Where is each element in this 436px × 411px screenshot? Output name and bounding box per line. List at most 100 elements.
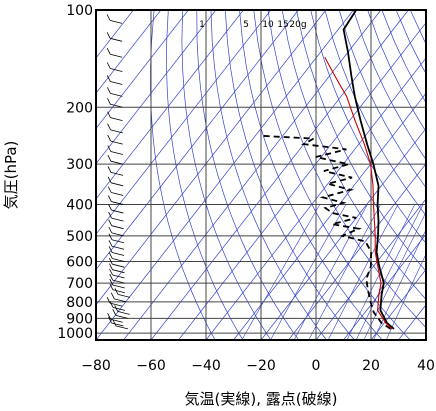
mixing-ratio-label: 20g <box>289 20 306 30</box>
isotherm-line <box>150 10 409 340</box>
wind-barb-flag <box>109 278 114 286</box>
wind-barb <box>106 62 123 72</box>
isotherm-line <box>425 339 426 340</box>
wind-barb-shaft <box>117 311 130 315</box>
mixing-ratio-label: 5 <box>243 20 249 30</box>
wind-barb <box>108 219 124 230</box>
isotherm-line <box>96 10 189 130</box>
wind-barb-flag <box>108 240 113 247</box>
wind-barb-shaft <box>111 232 124 237</box>
wind-barb <box>106 48 123 58</box>
x-axis-title: 気温(実線), 露点(破線) <box>185 390 338 408</box>
wind-barb-flag <box>107 155 112 162</box>
wind-barb <box>106 32 123 42</box>
mixing-ratio-line <box>308 204 381 340</box>
wind-barb-shaft <box>110 53 123 58</box>
dry-adiabat-line <box>196 10 299 340</box>
isotherm-line <box>233 92 426 340</box>
wind-barb-flag <box>109 301 114 308</box>
wind-barb-flag <box>108 219 113 226</box>
wind-barb <box>109 268 125 279</box>
wind-barb <box>107 145 123 155</box>
dry-adiabat-line <box>296 10 426 272</box>
wind-barb-flag <box>107 195 112 202</box>
temperature-tick-label: −20 <box>246 358 276 374</box>
wind-barb <box>114 288 131 298</box>
wind-barb-flag <box>107 134 112 142</box>
isotherm-line <box>178 22 426 340</box>
isotherm-line <box>205 57 426 340</box>
wind-barb <box>112 319 129 330</box>
pressure-tick-label: 400 <box>66 198 93 214</box>
wind-barb <box>106 14 123 24</box>
wind-barb-flag <box>112 319 117 327</box>
temperature-tick-label: 0 <box>312 358 321 374</box>
isotherm-line <box>370 268 426 340</box>
wind-barb-shaft <box>112 263 125 268</box>
dry-adiabat-line <box>395 10 426 75</box>
wind-barb-shaft <box>112 274 125 279</box>
dry-adiabat-line <box>281 10 426 300</box>
wind-barb <box>109 273 125 284</box>
dry-adiabat-line <box>181 10 272 340</box>
pressure-tick-label: 800 <box>66 295 93 311</box>
wind-barb-flag <box>108 258 113 265</box>
wind-barb <box>106 75 123 85</box>
wind-barb-shaft <box>112 252 125 256</box>
wind-barb-shaft <box>112 279 125 284</box>
wind-barb-flag <box>106 32 111 39</box>
temperature-axis: −80 −60 −40 −20 0 20 40 <box>81 358 435 374</box>
wind-barb-flag <box>109 268 113 276</box>
isotherm-line <box>123 10 382 340</box>
wind-barb-shaft <box>112 284 125 289</box>
wind-barb <box>107 98 123 108</box>
temperature-tick-label: 40 <box>417 358 435 374</box>
wind-barb-flag <box>108 226 113 234</box>
wind-barb-shaft <box>110 160 123 165</box>
mixing-ratio-line <box>241 204 321 340</box>
dry-adiabat-line <box>210 10 327 340</box>
wind-barb-flag <box>109 283 114 290</box>
temperature-observed-line <box>342 10 395 330</box>
y-axis-title: 気圧(hPa) <box>2 141 20 210</box>
dry-adiabat-line <box>224 10 355 340</box>
isotherm-line <box>96 10 217 165</box>
wind-barb <box>108 211 124 222</box>
isotherm-line <box>96 10 327 306</box>
mixing-ratio-label: 15 <box>277 20 288 30</box>
wind-barb-shaft <box>110 318 123 323</box>
wind-barb-shaft <box>110 37 123 42</box>
profile-series <box>260 10 395 330</box>
dry-adiabat-line <box>150 10 216 340</box>
wind-barb-shaft <box>115 314 128 319</box>
mixing-ratio-labels: 1 5 10 15 20g <box>199 20 306 30</box>
wind-barb-flag <box>107 98 111 105</box>
mixing-ratio-label: 1 <box>199 20 205 30</box>
wind-barb-shaft <box>111 239 124 244</box>
wind-barb-flag <box>106 14 111 21</box>
dewpoint-line <box>260 134 392 330</box>
isotherm-line <box>96 10 162 94</box>
temperature-tick-label: −60 <box>136 358 166 374</box>
wind-barb-flag <box>107 313 111 320</box>
wind-barb-shaft <box>112 289 125 294</box>
wind-barb-shaft <box>110 92 123 97</box>
wind-barb <box>112 309 128 319</box>
wind-barb-flag <box>109 273 114 281</box>
wind-barb <box>107 176 124 187</box>
temperature-reference-line <box>324 56 393 330</box>
pressure-tick-label: 300 <box>66 157 93 173</box>
wind-barb-flag <box>107 123 111 131</box>
wind-barb <box>120 10 122 11</box>
pressure-tick-label: 500 <box>66 229 93 245</box>
pressure-tick-label: 200 <box>66 100 93 116</box>
wind-barb-flag <box>114 288 119 295</box>
wind-barb <box>106 296 123 307</box>
dry-adiabat-line <box>267 10 426 329</box>
wind-barb <box>109 278 125 289</box>
wind-barb <box>107 134 123 145</box>
wind-barb-flag <box>108 316 112 324</box>
wind-barb <box>108 252 125 262</box>
